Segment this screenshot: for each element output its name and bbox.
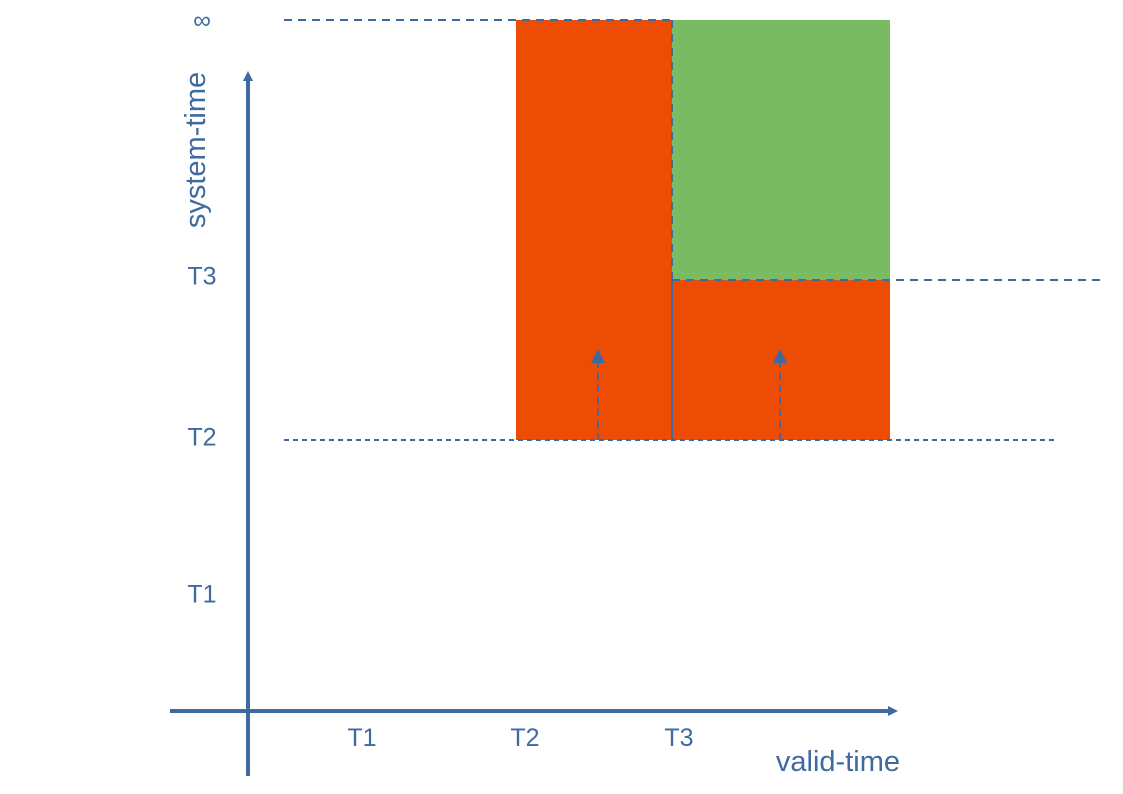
y-tick-label-t1: T1: [187, 581, 216, 609]
orange-region-left: [516, 20, 672, 440]
x-tick-label-t1: T1: [347, 724, 376, 752]
y-tick-label-t2: T2: [187, 424, 216, 452]
y-axis-title: system-time: [180, 72, 212, 228]
green-region: [672, 20, 890, 280]
x-axis-title: valid-time: [776, 746, 900, 778]
y-tick-label-infinity: ∞: [193, 7, 211, 35]
y-tick-label-t3: T3: [187, 263, 216, 291]
x-tick-label-t3: T3: [664, 724, 693, 752]
x-tick-label-t2: T2: [510, 724, 539, 752]
